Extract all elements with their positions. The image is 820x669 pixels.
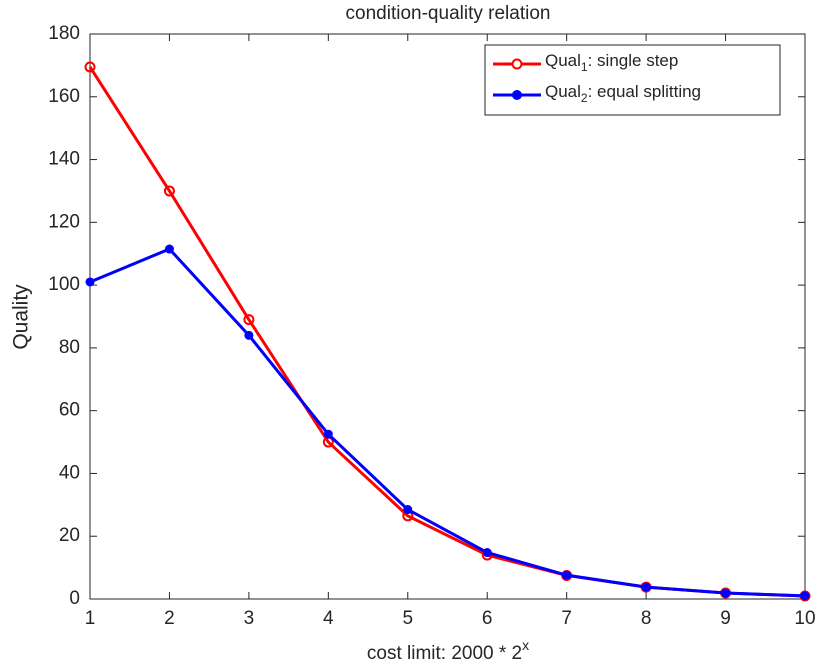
x-tick-label: 9 xyxy=(720,608,731,629)
legend-label: Qual2: equal splitting xyxy=(545,82,701,105)
y-tick-label: 120 xyxy=(48,211,80,232)
x-tick-label: 5 xyxy=(402,608,413,629)
x-tick-label: 2 xyxy=(164,608,175,629)
legend-marker xyxy=(512,90,522,100)
x-tick-label: 4 xyxy=(323,608,334,629)
chart-title: condition-quality relation xyxy=(346,3,551,24)
y-axis-label: Quality xyxy=(10,284,33,350)
point xyxy=(482,548,492,558)
y-tick-label: 0 xyxy=(69,588,80,609)
point xyxy=(721,588,731,598)
point xyxy=(84,61,96,73)
x-tick-label: 3 xyxy=(244,608,255,629)
x-tick-label: 8 xyxy=(641,608,652,629)
legend-marker xyxy=(511,58,523,70)
point xyxy=(403,505,413,515)
point xyxy=(164,244,174,254)
point xyxy=(243,314,255,326)
point xyxy=(641,582,651,592)
legend-box xyxy=(484,44,781,116)
y-tick-label: 60 xyxy=(59,400,80,421)
series-line xyxy=(89,247,806,598)
y-tick-label: 140 xyxy=(48,149,80,170)
plot-box xyxy=(89,33,806,600)
point xyxy=(323,429,333,439)
x-axis-label: cost limit: 2000 * 2x xyxy=(367,637,529,664)
y-tick-label: 20 xyxy=(59,525,80,546)
point xyxy=(163,185,175,197)
legend-label: Qual1: single step xyxy=(545,51,678,74)
point xyxy=(562,570,572,580)
y-tick-label: 80 xyxy=(59,337,80,358)
x-tick-label: 7 xyxy=(561,608,572,629)
point xyxy=(800,591,810,601)
x-tick-label: 10 xyxy=(794,608,815,629)
x-tick-label: 6 xyxy=(482,608,493,629)
x-tick-label: 1 xyxy=(85,608,96,629)
point xyxy=(244,330,254,340)
series-line xyxy=(88,66,806,598)
point xyxy=(85,277,95,287)
y-tick-label: 160 xyxy=(48,86,80,107)
y-tick-label: 180 xyxy=(48,23,80,44)
y-tick-label: 40 xyxy=(59,462,80,483)
y-tick-label: 100 xyxy=(48,274,80,295)
